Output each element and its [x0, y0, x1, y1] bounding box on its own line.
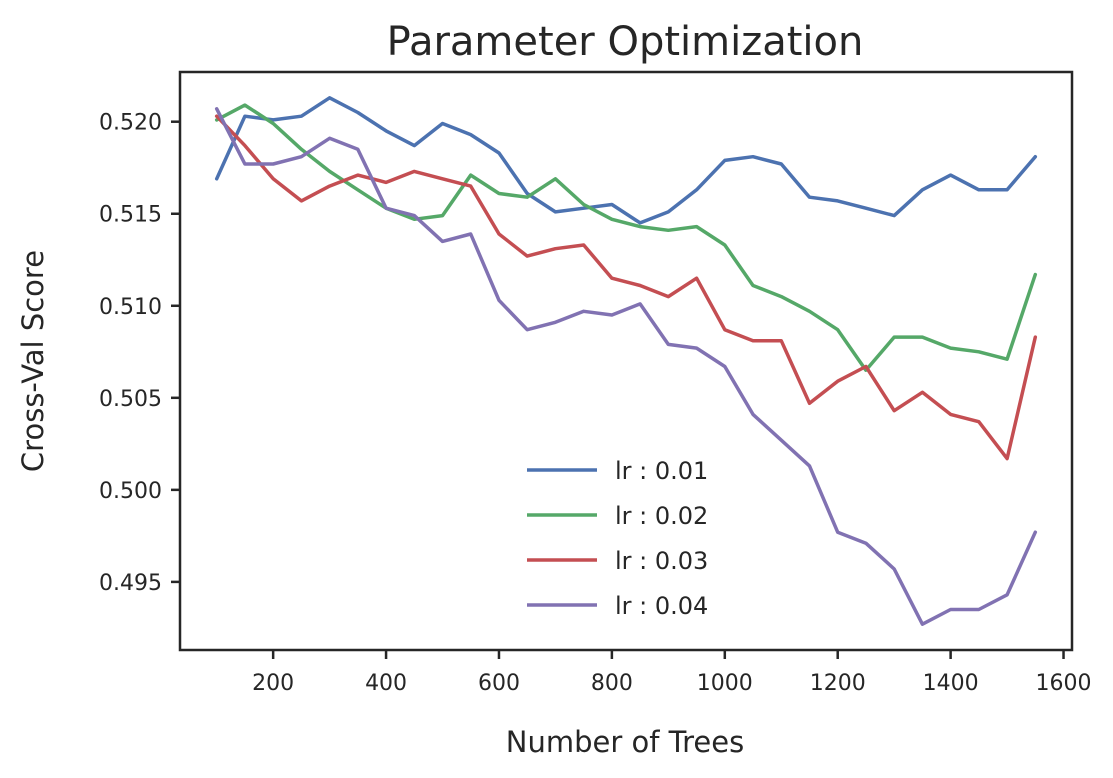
x-axis-ticks: 200 400 600 800 1000 1200 1400 1600 [252, 650, 1092, 696]
chart-title: Parameter Optimization [387, 19, 864, 65]
x-tick-label: 800 [591, 671, 633, 696]
y-tick-label: 0.495 [99, 571, 162, 596]
plot-frame [178, 70, 1074, 652]
y-tick-label: 0.515 [99, 203, 162, 228]
legend-label: lr : 0.03 [615, 547, 708, 575]
legend-label: lr : 0.02 [615, 502, 708, 530]
y-axis-ticks: 0.495 0.500 0.505 0.510 0.515 0.520 [99, 111, 180, 596]
y-tick-label: 0.510 [99, 295, 162, 320]
x-tick-label: 1000 [697, 671, 753, 696]
legend-label: lr : 0.04 [615, 592, 708, 620]
x-tick-label: 600 [478, 671, 520, 696]
x-tick-label: 1400 [923, 671, 979, 696]
x-axis-label: Number of Trees [506, 725, 744, 759]
y-axis-label: Cross-Val Score [16, 250, 50, 472]
series-line-2 [214, 103, 1038, 372]
y-tick-label: 0.505 [99, 387, 162, 412]
series-lines [214, 96, 1038, 626]
x-tick-label: 200 [252, 671, 294, 696]
y-tick-label: 0.520 [99, 111, 162, 136]
series-line-4 [214, 107, 1038, 626]
legend: lr : 0.01 lr : 0.02 lr : 0.03 lr : 0.04 [527, 457, 708, 620]
series-line-3 [214, 114, 1038, 461]
legend-label: lr : 0.01 [615, 457, 708, 485]
x-tick-label: 1200 [810, 671, 866, 696]
y-tick-label: 0.500 [99, 479, 162, 504]
series-line-1 [214, 96, 1038, 225]
x-tick-label: 1600 [1036, 671, 1092, 696]
x-tick-label: 400 [365, 671, 407, 696]
